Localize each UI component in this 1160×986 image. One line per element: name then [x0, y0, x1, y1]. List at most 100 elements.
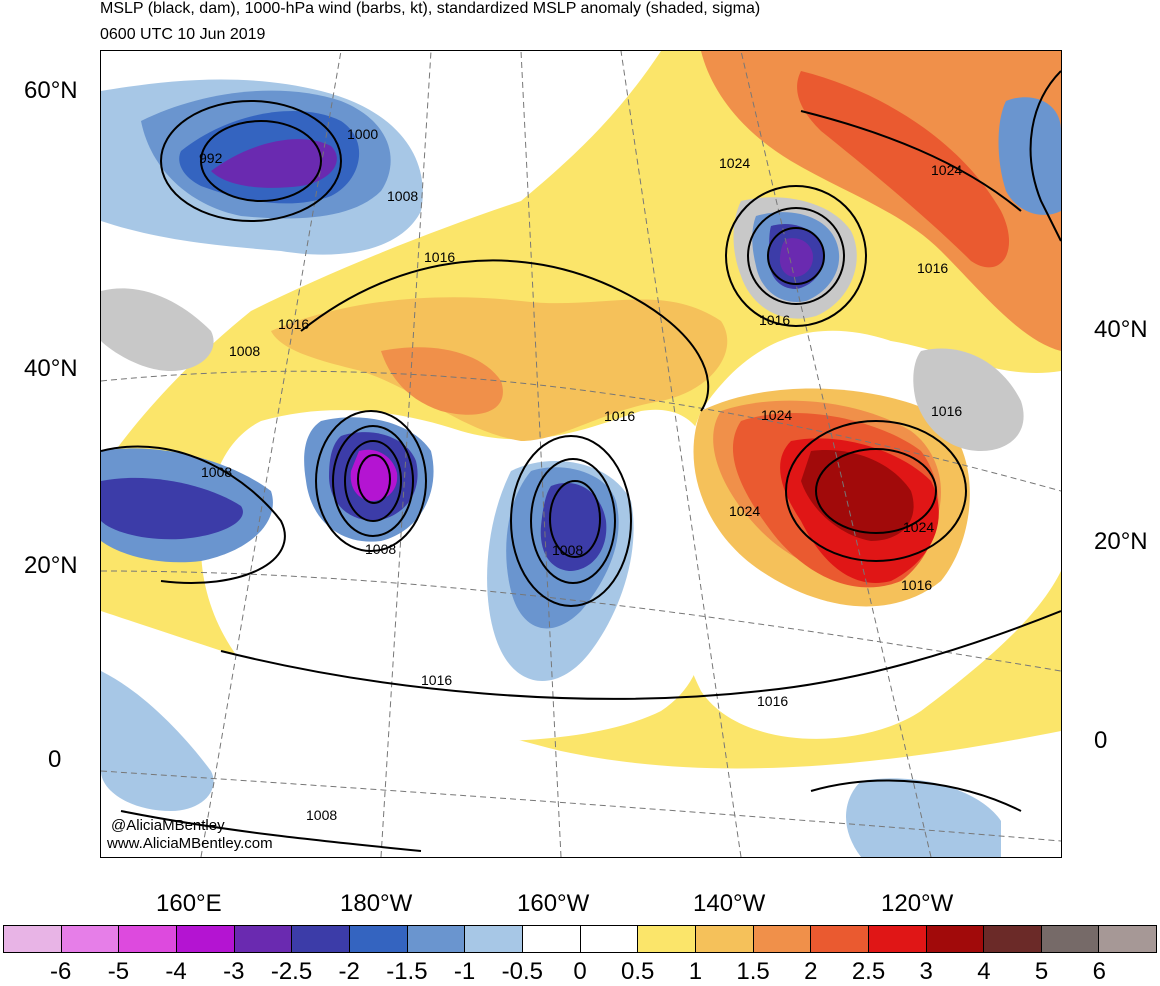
contour-label: 1000 — [347, 126, 378, 142]
negative-anomaly-gulf-alaska-core — [779, 238, 813, 277]
anomaly-colorbar — [3, 925, 1157, 953]
colorbar-segment — [1099, 926, 1157, 952]
colorbar-segment — [1041, 926, 1100, 952]
lon-label-160e: 160°E — [156, 890, 222, 917]
lon-line-180 — [380, 51, 432, 857]
colorbar-tick-label: 6 — [1092, 958, 1106, 985]
negative-anomaly-siberia-center — [211, 139, 337, 188]
colorbar-tick-label: -6 — [50, 958, 72, 985]
contour-label: 1024 — [719, 155, 750, 171]
lon-label-140w: 140°W — [693, 890, 766, 917]
lon-line-140w — [620, 51, 742, 857]
isobars — [101, 70, 1061, 852]
isobar-low1-3 — [344, 440, 402, 522]
contour-label: 1016 — [931, 403, 962, 419]
colorbar-tick-label: -1 — [453, 958, 476, 985]
isobar-gulf-3 — [767, 227, 825, 285]
colorbar-segment — [119, 926, 177, 952]
isobar-1024-canada — [800, 110, 1022, 212]
lat-label-20n: 20°N — [24, 552, 78, 579]
colorbar-tick-label: 2 — [804, 958, 818, 985]
gray-region-west — [101, 288, 214, 371]
lon-line-160e — [200, 51, 342, 857]
lat-label-60n: 60°N — [24, 77, 78, 104]
isobar-se — [810, 779, 1022, 812]
colorbar-tick-label: -3 — [223, 958, 245, 985]
isobar-high-2 — [815, 448, 937, 534]
colorbar-segment — [868, 926, 927, 952]
contour-label: 992 — [199, 150, 223, 166]
contour-label: 1016 — [421, 672, 452, 688]
lat-label-right-0: 0 — [1094, 727, 1108, 754]
lat-line-40 — [101, 370, 1061, 492]
lon-label-120w: 120°W — [881, 890, 954, 917]
contour-label-group: 992 1000 1008 1016 1016 1008 1024 1016 1… — [199, 126, 962, 823]
colorbar-tick-label: -2.5 — [270, 958, 313, 985]
map-panel: 992 1000 1008 1016 1016 1008 1024 1016 1… — [100, 50, 1062, 858]
negative-anomaly-sw — [101, 671, 214, 811]
isobar-low1-4 — [357, 454, 391, 504]
colorbar-segment — [61, 926, 120, 952]
colorbar-segment — [465, 926, 523, 952]
lat-line-0 — [101, 770, 1061, 842]
contour-label: 1024 — [903, 519, 934, 535]
contour-label: 1016 — [424, 249, 455, 265]
colorbar-tick-label: -1.5 — [386, 958, 428, 985]
colorbar-segment — [926, 926, 985, 952]
contour-label: 1016 — [917, 260, 948, 276]
colorbar-tick-label: -4 — [165, 958, 187, 985]
lat-label-right-20n: 20°N — [1094, 528, 1148, 555]
colorbar-tick-label: 0.5 — [621, 958, 655, 985]
colorbar-segment — [522, 926, 581, 952]
contour-label: 1016 — [759, 312, 790, 328]
anomaly-shading — [101, 51, 1061, 857]
moderate-positive-bering — [271, 297, 728, 441]
isobar-1016-south — [220, 610, 1061, 700]
credit-url: www.AliciaMBentley.com — [107, 835, 273, 852]
isobar-high-1 — [785, 420, 967, 562]
colorbar-tick-label: 5 — [1034, 958, 1049, 985]
isobar-hudson — [1029, 70, 1061, 242]
valid-time: 0600 UTC 10 Jun 2019 — [100, 26, 266, 43]
gray-region-east — [913, 348, 1024, 451]
isobar-gulf-2 — [747, 207, 845, 305]
isobar-low2-1 — [510, 435, 632, 607]
colorbar-tick-label: 3 — [919, 958, 933, 985]
lon-line-160w — [520, 51, 562, 857]
colorbar-segment — [407, 926, 466, 952]
contour-label: 1008 — [365, 541, 396, 557]
colorbar-segment — [4, 926, 62, 952]
isobar-low1-2 — [332, 425, 414, 537]
lon-label-180w: 180°W — [340, 890, 413, 917]
lat-label-40n: 40°N — [24, 355, 78, 382]
negative-anomaly-se — [846, 778, 1001, 857]
colorbar-tick-label: 1.5 — [736, 958, 770, 985]
contour-label: 1016 — [901, 577, 932, 593]
colorbar-tick-label: -5 — [107, 958, 130, 985]
isobar-gulf-1 — [725, 185, 867, 327]
colorbar-segment — [234, 926, 293, 952]
colorbar-tick-label: 1 — [688, 958, 703, 985]
isobar-west-1008 — [101, 445, 286, 584]
colorbar-segment — [753, 926, 812, 952]
contour-label: 1008 — [306, 807, 337, 823]
contour-label: 1016 — [604, 408, 635, 424]
colorbar-tick-label: 0 — [573, 958, 587, 985]
isobar-low2-2 — [530, 458, 616, 584]
colorbar-tick-label: -0.5 — [501, 958, 543, 985]
contour-label: 1016 — [278, 316, 309, 332]
colorbar-segment — [292, 926, 350, 952]
contour-label: 1008 — [229, 343, 260, 359]
colorbar-tick-label: 4 — [977, 958, 991, 985]
colorbar-tick-label: 2.5 — [851, 958, 886, 985]
lon-label-160w: 160°W — [517, 890, 590, 917]
lat-label-right-40n: 40°N — [1094, 316, 1148, 343]
isobar-siberia-2 — [200, 120, 322, 202]
contour-label: 1008 — [552, 542, 583, 558]
colorbar-segment — [349, 926, 408, 952]
contour-label: 1024 — [761, 407, 792, 423]
neutral-region-north — [431, 51, 641, 161]
lon-line-120w — [740, 51, 932, 857]
contour-label: 1008 — [387, 188, 418, 204]
graticule — [101, 51, 1061, 857]
